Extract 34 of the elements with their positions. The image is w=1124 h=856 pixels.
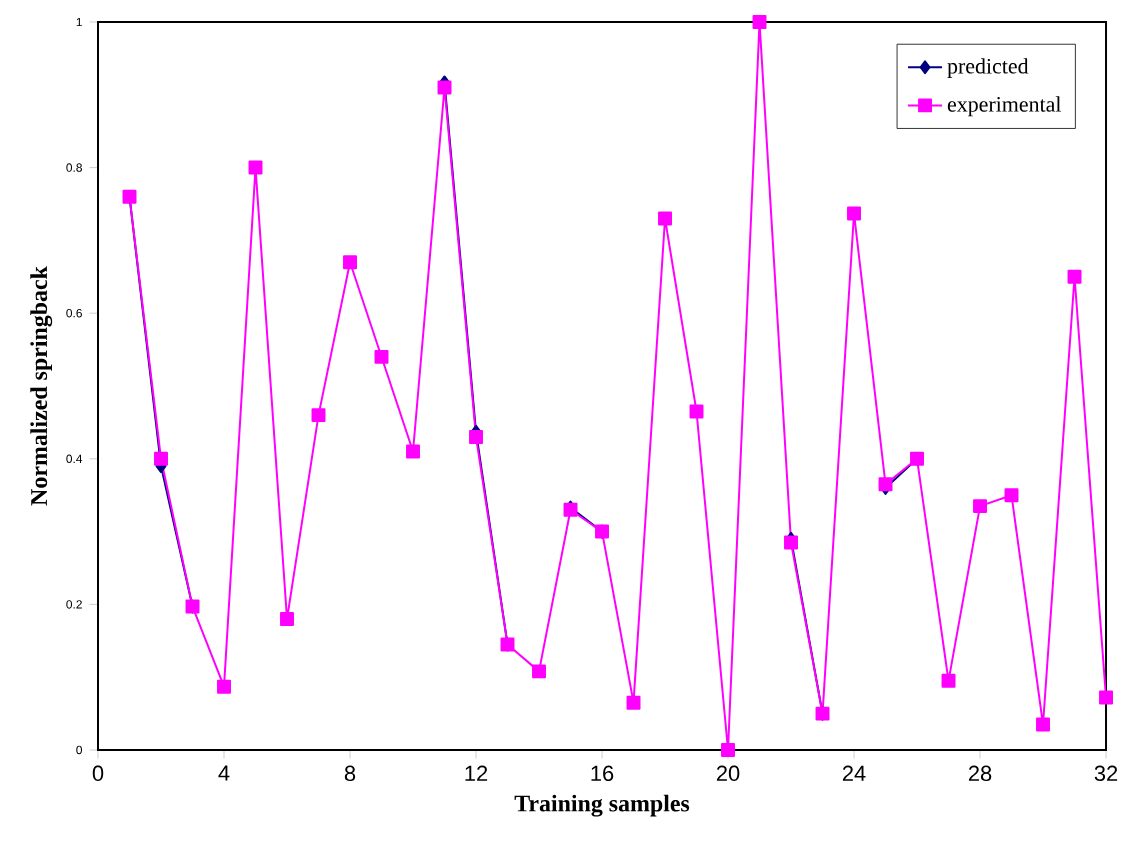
point	[469, 429, 483, 444]
x-axis-title: Training samples	[514, 794, 690, 817]
point	[311, 408, 326, 423]
point	[154, 451, 168, 466]
point	[847, 206, 861, 221]
y-axis-title: Normalized springback	[30, 266, 53, 506]
point	[1004, 488, 1019, 503]
x-tick-label: 12	[465, 765, 488, 781]
point	[941, 673, 956, 688]
point	[406, 444, 420, 459]
point	[973, 499, 987, 514]
point	[752, 15, 767, 29]
point	[658, 211, 672, 226]
x-tick-label: 32	[1094, 765, 1118, 782]
point	[532, 664, 546, 679]
point	[280, 611, 294, 626]
point	[1099, 690, 1113, 705]
x-tick-label: 4	[218, 765, 230, 781]
x-tick-label: 16	[591, 765, 614, 782]
x-tick-label: 28	[968, 765, 992, 782]
x-tick-label: 24	[842, 765, 866, 781]
point	[343, 255, 357, 270]
point	[1036, 717, 1050, 732]
point	[248, 160, 263, 175]
legend-label: predicted	[947, 58, 1029, 79]
point	[374, 349, 389, 364]
point	[217, 679, 231, 694]
point	[721, 743, 735, 757]
legend-label: experimental	[947, 96, 1062, 117]
point	[1067, 269, 1082, 284]
x-tick-label: 0	[92, 765, 104, 782]
point	[626, 695, 641, 710]
x-tick-label: 20	[716, 765, 740, 782]
x-tick-label: 8	[344, 765, 356, 782]
